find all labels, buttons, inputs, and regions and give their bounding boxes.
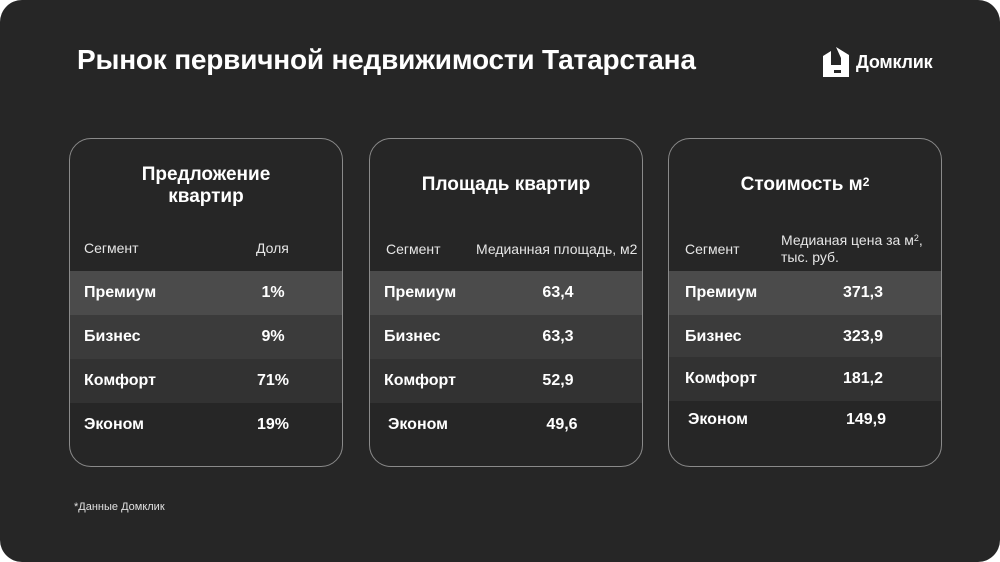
card-title-line: Предложение <box>141 164 271 185</box>
table-row: Бизнес 63,3 <box>370 315 642 359</box>
segment-label: Бизнес <box>384 328 441 345</box>
card-title-line: квартир <box>168 186 244 207</box>
segment-label: Премиум <box>685 284 758 301</box>
table-row: Эконом 149,9 <box>669 398 941 442</box>
segment-label: Эконом <box>84 416 145 433</box>
card-area: Площадь квартир Сегмент Медианная площад… <box>369 138 643 467</box>
page-title: Рынок первичной недвижимости Татарстана <box>77 44 696 75</box>
column-header-text: Медианая цена за м <box>781 232 914 248</box>
column-header-text: тыс. руб. <box>781 249 839 265</box>
table-row: Премиум 1% <box>70 271 342 315</box>
table-row: Комфорт 52,9 <box>370 359 642 403</box>
table-row: Комфорт 181,2 <box>669 357 941 401</box>
segment-label: Бизнес <box>84 328 141 345</box>
card-title: Площадь квартир <box>421 174 591 195</box>
column-header-segment: Сегмент <box>84 240 139 256</box>
segment-value: 9% <box>261 328 285 345</box>
column-header-share: Доля <box>256 240 289 256</box>
table-row: Премиум 63,4 <box>370 271 642 315</box>
table-row: Бизнес 323,9 <box>669 315 941 359</box>
domclick-house-icon <box>823 47 849 77</box>
segment-label: Комфорт <box>685 370 757 387</box>
segment-value: 323,9 <box>842 328 884 345</box>
card-price: Стоимость м2 Сегмент Медианая цена за м2… <box>668 138 942 467</box>
column-header-median-area: Медианная площадь, м2 <box>476 241 638 257</box>
table-row: Эконом 49,6 <box>370 403 642 447</box>
card-title: Стоимость м2 <box>669 174 941 196</box>
segment-value: 371,3 <box>842 284 884 301</box>
card-title: Предложение квартир <box>70 164 342 208</box>
column-header-text: , <box>918 232 923 248</box>
domclick-logo: Домклик <box>822 46 933 78</box>
card-title-text: Стоимость м <box>740 174 863 195</box>
segment-label: Премиум <box>84 284 157 301</box>
segment-label: Комфорт <box>84 372 156 389</box>
column-header-segment: Сегмент <box>386 241 441 257</box>
segment-label: Эконом <box>388 416 449 433</box>
segment-value: 63,4 <box>542 284 574 301</box>
card-supply: Предложение квартир Сегмент Доля Премиум… <box>69 138 343 467</box>
table-row: Комфорт 71% <box>70 359 342 403</box>
segment-value: 52,9 <box>542 372 574 389</box>
table-row: Бизнес 9% <box>70 315 342 359</box>
segment-label: Эконом <box>688 411 749 428</box>
column-header-segment: Сегмент <box>685 241 740 257</box>
logo-text: Домклик <box>856 51 933 72</box>
footnote: *Данные Домклик <box>74 501 165 513</box>
table-row: Премиум 371,3 <box>669 271 941 315</box>
segment-value: 71% <box>256 372 290 389</box>
segment-label: Премиум <box>384 284 457 301</box>
card-title-superscript: 2 <box>862 175 870 189</box>
column-header-superscript: 2 <box>913 233 919 243</box>
segment-value: 181,2 <box>842 370 884 387</box>
segment-value: 63,3 <box>542 328 574 345</box>
segment-value: 19% <box>256 416 290 433</box>
table-row: Эконом 19% <box>70 403 342 447</box>
segment-value: 1% <box>261 284 285 301</box>
segment-label: Комфорт <box>384 372 456 389</box>
column-header-median-price: Медианая цена за м2, тыс. руб. <box>781 232 923 266</box>
segment-value: 49,6 <box>546 416 578 433</box>
segment-value: 149,9 <box>845 411 887 428</box>
segment-label: Бизнес <box>685 328 742 345</box>
